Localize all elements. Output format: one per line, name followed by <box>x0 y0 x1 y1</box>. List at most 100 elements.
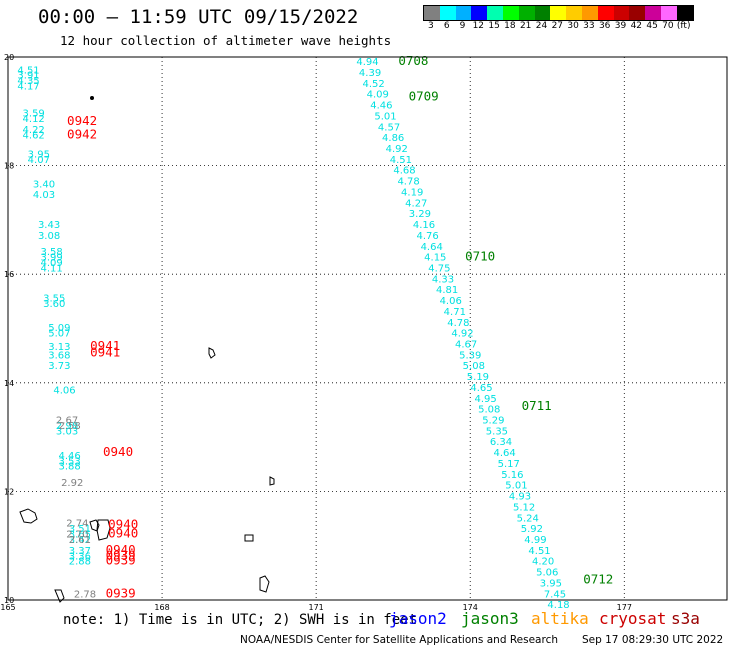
legend-swatch <box>424 6 440 20</box>
swh-value-label: 4.09 <box>367 90 389 101</box>
swh-value-label: 3.95 <box>28 149 50 160</box>
pass-time-label: 0710 <box>465 249 495 264</box>
swh-value-label: 4.51 <box>390 155 412 166</box>
swh-value-label: 5.39 <box>459 350 481 361</box>
swh-value-label: 4.46 <box>58 451 80 462</box>
swh-value-label: 4.67 <box>455 340 477 351</box>
swh-value-label: 4.03 <box>33 190 55 201</box>
swh-value-label: 3.58 <box>41 247 63 258</box>
swh-value-label: 4.16 <box>413 220 435 231</box>
pass-time-label: 0940 <box>108 526 138 541</box>
legend-swatch <box>660 6 677 20</box>
x-tick-label: 177 <box>617 603 632 612</box>
swh-value-label: 4.27 <box>405 198 427 209</box>
swh-value-label: 3.37 <box>69 546 91 557</box>
swh-value-label: 4.20 <box>532 557 554 568</box>
legend-swatch <box>518 6 535 20</box>
legend-label: 3 <box>428 21 434 31</box>
swh-value-label: 5.19 <box>467 372 489 383</box>
satellite-label-jason2: jason2 <box>389 609 447 628</box>
swh-value-label: 4.78 <box>397 177 419 188</box>
swh-value-label: 4.19 <box>401 187 423 198</box>
swh-value-label: 3.95 <box>540 578 562 589</box>
swh-value-label: 3.73 <box>48 361 70 372</box>
pass-time-label: 0711 <box>522 398 552 413</box>
legend-swatch <box>550 6 567 20</box>
swh-value-label: 4.06 <box>440 296 462 307</box>
swh-value-label: 4.51 <box>17 65 39 76</box>
satellite-label-cryosat: cryosat <box>599 609 667 628</box>
y-tick-label: 18 <box>4 162 14 171</box>
swh-value-label: 4.95 <box>474 394 496 405</box>
swh-value-label: 3.59 <box>23 109 45 120</box>
swh-value-label: 4.86 <box>382 133 404 144</box>
swh-value-label: 4.09 <box>41 258 63 269</box>
swh-value-label: 3.43 <box>38 220 60 231</box>
island-outline <box>259 575 270 593</box>
pass-time-label: 0709 <box>409 88 439 103</box>
pass-time-label: 0942 <box>67 126 97 141</box>
swh-value-label: 3.91 <box>17 71 39 82</box>
legend-label: 24 <box>535 21 548 31</box>
island-outlines <box>19 96 275 603</box>
island-outline <box>208 347 216 359</box>
pass-time-label: 0939 <box>106 585 136 600</box>
legend-label: 42 <box>630 21 643 31</box>
swh-value-label: 3.88 <box>58 462 80 473</box>
swh-value-label: 3.99 <box>41 253 63 264</box>
swh-value-label: 3.60 <box>43 299 65 310</box>
swh-value-label: 4.12 <box>23 114 45 125</box>
legend-swatch <box>566 6 582 20</box>
credit-line: NOAA/NESDIS Center for Satellite Applica… <box>240 634 558 646</box>
pass-time-label: 0712 <box>583 572 613 587</box>
legend-swatch <box>645 6 661 20</box>
swh-value-label: 4.81 <box>436 285 458 296</box>
satellite-label-s3a: s3a <box>671 609 700 628</box>
swh-value-label: 4.39 <box>359 68 381 79</box>
pass-time-label: 0940 <box>103 444 133 459</box>
swh-value-label: 4.71 <box>444 307 466 318</box>
generated-timestamp: Sep 17 08:29:30 UTC 2022 <box>582 634 724 646</box>
x-tick-label: 165 <box>0 603 15 612</box>
satellite-label-altika: altika <box>531 609 589 628</box>
pass-time-label: 0941 <box>90 345 120 360</box>
island-dot <box>90 96 94 100</box>
swh-value-label: 2.67 <box>56 416 78 427</box>
swh-value-label: 4.75 <box>428 263 450 274</box>
swh-value-label: 5.09 <box>48 323 70 334</box>
legend-label: 6 <box>443 21 450 31</box>
legend-swatch <box>581 6 598 20</box>
swh-value-label: 4.68 <box>393 166 415 177</box>
swh-value-label: 2.92 <box>61 478 83 489</box>
legend-swatch <box>439 6 456 20</box>
swh-value-label: 4.17 <box>17 82 39 93</box>
pass-time-label: 0940 <box>106 542 136 557</box>
swh-labels: 4.944.394.524.094.465.014.574.864.924.51… <box>17 57 569 611</box>
swh-value-label: 4.92 <box>386 144 408 155</box>
swh-value-label: 5.01 <box>505 481 527 492</box>
color-scale-labels: 3 6 9 12 15 18 21 24 27 30 33 36 39 42 45 70 (ft) <box>423 21 733 33</box>
swh-value-label: 4.52 <box>363 79 385 90</box>
swh-value-label: 4.11 <box>41 263 63 274</box>
island-outline <box>54 589 65 603</box>
swh-value-label: 3.08 <box>38 231 60 242</box>
swh-value-label: 2.70 <box>66 530 88 541</box>
island-outline <box>269 476 275 486</box>
swh-value-label: 3.42 <box>69 535 91 546</box>
swh-value-label: 4.15 <box>424 253 446 264</box>
legend-label: 21 <box>519 21 532 31</box>
swh-value-label: 5.92 <box>521 524 543 535</box>
legend-swatch <box>534 6 551 20</box>
swh-value-label: 4.33 <box>432 274 454 285</box>
swh-value-label: 3.13 <box>48 342 70 353</box>
legend-label: 18 <box>504 21 516 31</box>
swh-value-label: 7.45 <box>544 589 566 600</box>
swh-value-label: 4.07 <box>28 155 50 166</box>
swh-value-label: 5.06 <box>536 568 558 579</box>
legend-label: 39 <box>614 21 627 31</box>
swh-value-label: 4.64 <box>493 448 515 459</box>
swh-value-label: 3.55 <box>43 293 65 304</box>
legend-label: 36 <box>598 21 611 31</box>
swh-value-label: 3.51 <box>69 524 91 535</box>
